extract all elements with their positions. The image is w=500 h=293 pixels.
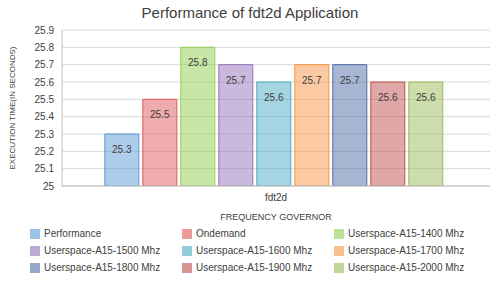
html-text:Userspace-A15-2000 Mhz: Userspace-A15-2000 Mhz xyxy=(348,262,465,273)
svg-text:25.5: 25.5 xyxy=(35,94,55,105)
svg-text:25.3: 25.3 xyxy=(112,144,132,155)
svg-text:25.8: 25.8 xyxy=(35,42,55,53)
html-text:Performance of fdt2d Applicati: Performance of fdt2d Application xyxy=(141,4,359,21)
html-text:Userspace-A15-1500 Mhz: Userspace-A15-1500 Mhz xyxy=(44,245,161,256)
svg-text:25.6: 25.6 xyxy=(378,92,398,103)
html-text:Userspace-A15-1400 Mhz: Userspace-A15-1400 Mhz xyxy=(348,228,465,239)
html-text:Ondemand: Ondemand xyxy=(196,228,246,239)
svg-text:25.4: 25.4 xyxy=(35,111,55,122)
svg-text:25.6: 25.6 xyxy=(416,92,436,103)
svg-text:25.1: 25.1 xyxy=(35,163,55,174)
html-text:Userspace-A15-1800 Mhz: Userspace-A15-1800 Mhz xyxy=(44,262,161,273)
html-text:Userspace-A15-1700 Mhz: Userspace-A15-1700 Mhz xyxy=(348,245,465,256)
html-text:Userspace-A15-1900 Mhz: Userspace-A15-1900 Mhz xyxy=(196,262,313,273)
svg-text:25.5: 25.5 xyxy=(150,109,170,120)
svg-text:25.8: 25.8 xyxy=(188,57,208,68)
svg-text:25: 25 xyxy=(43,181,55,192)
svg-text:25.7: 25.7 xyxy=(35,59,55,70)
html-text:Performance: Performance xyxy=(44,228,102,239)
svg-text:fdt2d: fdt2d xyxy=(265,192,287,203)
svg-text:25.2: 25.2 xyxy=(35,146,55,157)
svg-text:25.9: 25.9 xyxy=(35,26,55,36)
svg-text:FREQUENCY GOVERNOR: FREQUENCY GOVERNOR xyxy=(220,212,332,222)
html-text:Userspace-A15-1600 Mhz: Userspace-A15-1600 Mhz xyxy=(196,245,313,256)
svg-text:25.7: 25.7 xyxy=(226,75,246,86)
svg-text:25.7: 25.7 xyxy=(340,75,360,86)
svg-text:EXECUTION TIME(IN SECONDS): EXECUTION TIME(IN SECONDS) xyxy=(8,46,17,169)
svg-text:25.6: 25.6 xyxy=(264,92,284,103)
svg-text:25.6: 25.6 xyxy=(35,77,55,88)
svg-text:25.7: 25.7 xyxy=(302,75,322,86)
svg-text:25.3: 25.3 xyxy=(35,129,55,140)
